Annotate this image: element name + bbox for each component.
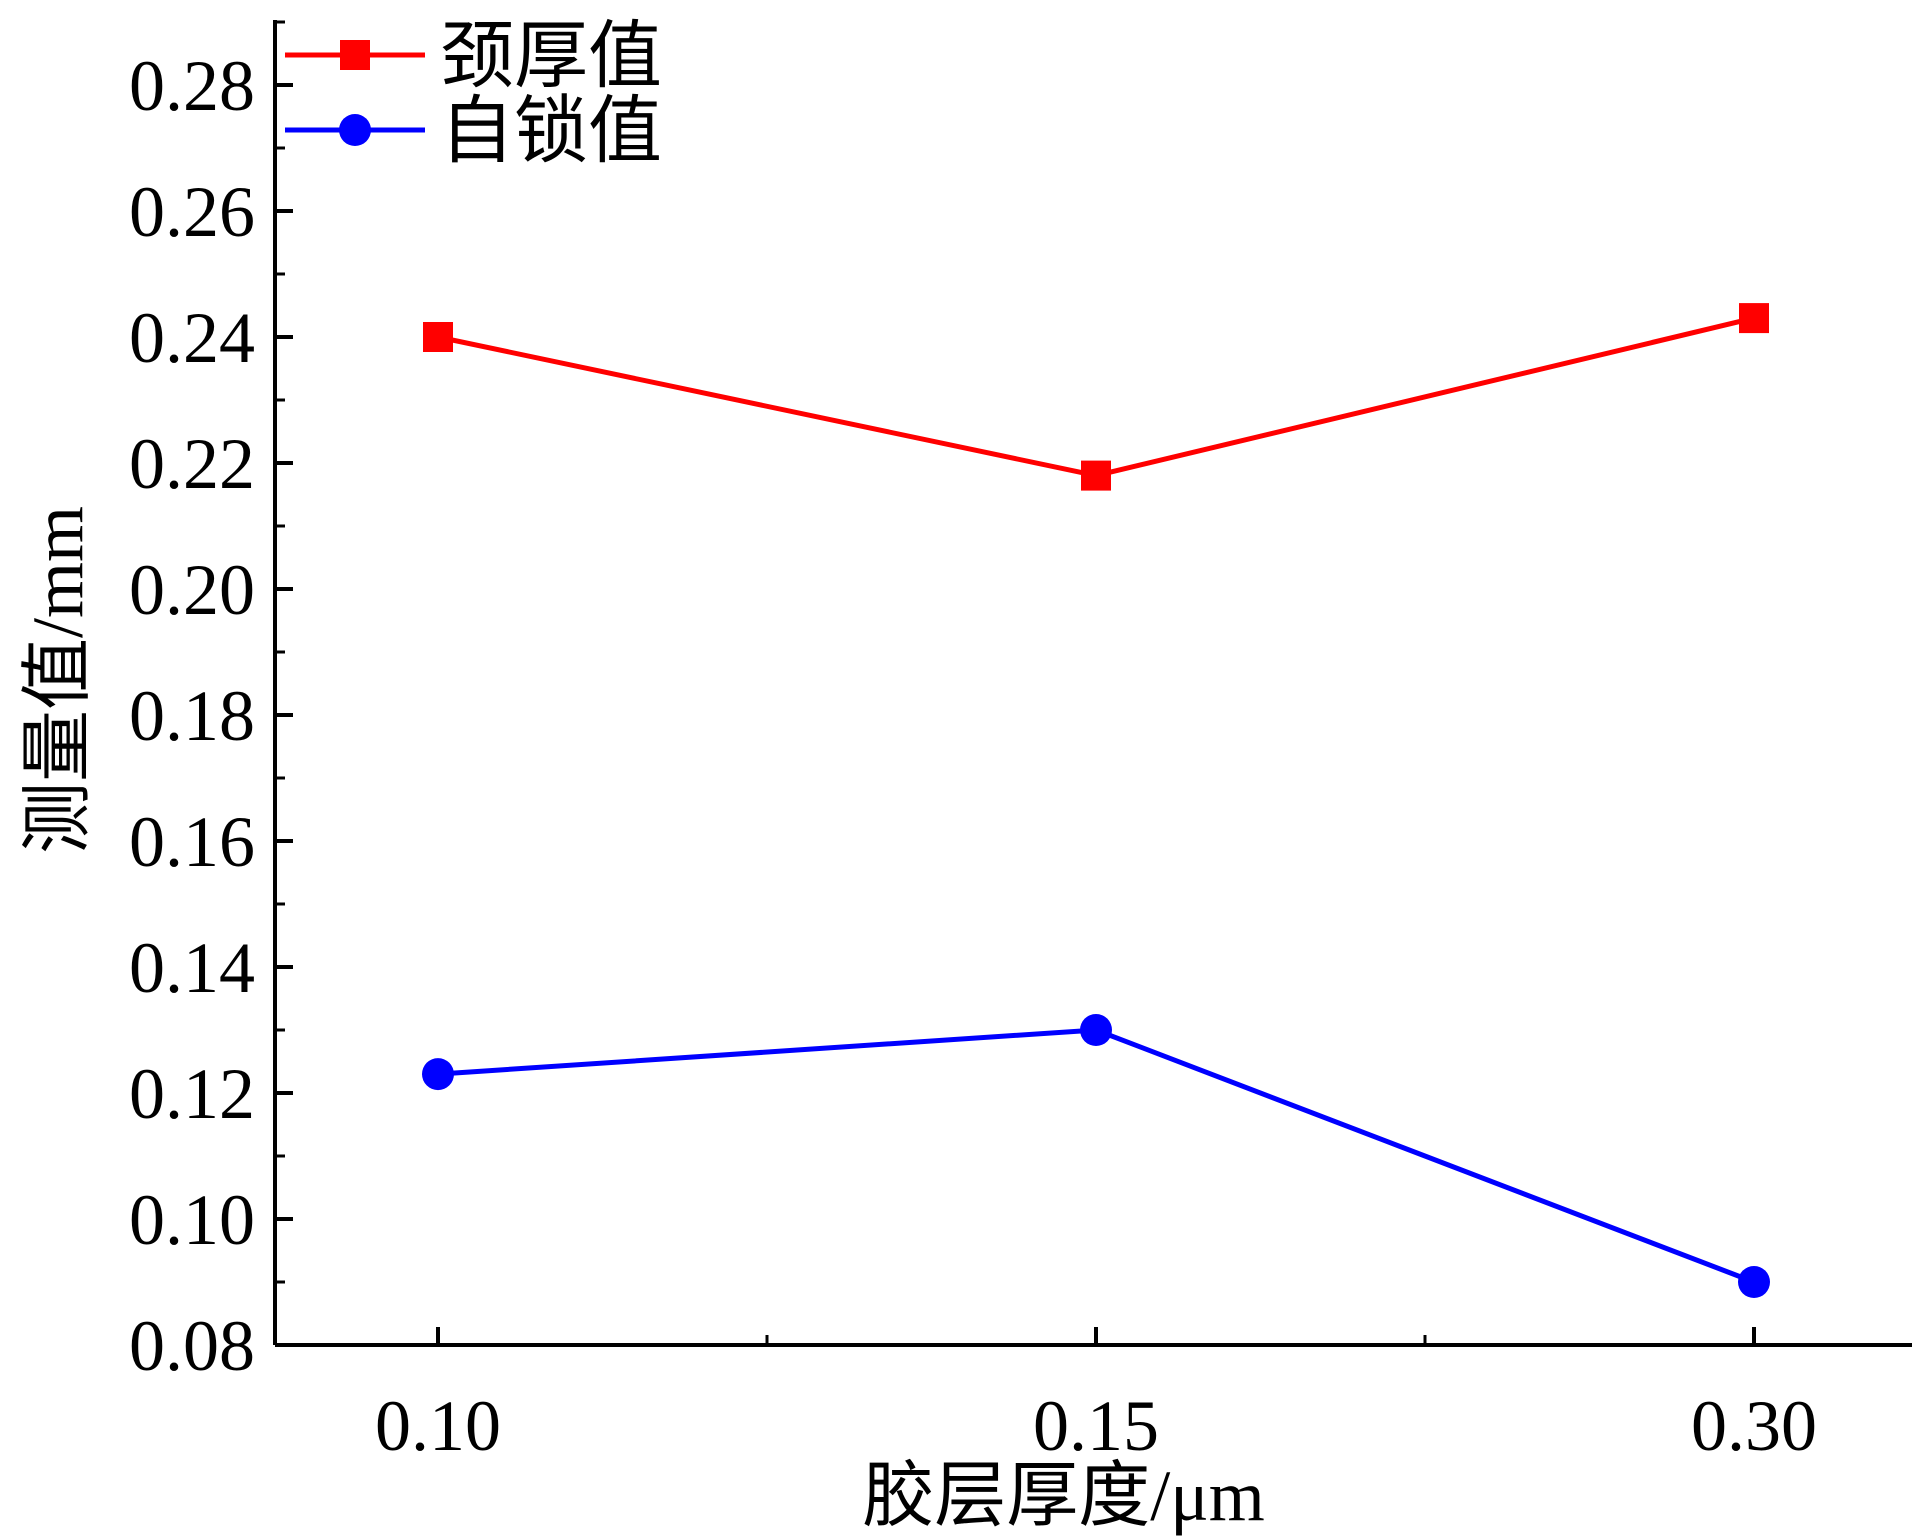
data-point-circle bbox=[1738, 1266, 1770, 1298]
y-tick-label: 0.12 bbox=[129, 1054, 255, 1134]
axes bbox=[273, 20, 1912, 1347]
legend-label: 颈厚值 bbox=[440, 16, 662, 98]
legend-item: 自锁值 bbox=[285, 91, 662, 173]
legend-marker-circle bbox=[339, 114, 371, 146]
series bbox=[422, 303, 1770, 1298]
x-axis-title: 胶层厚度/μm bbox=[862, 1456, 1265, 1536]
series-line bbox=[437, 1027, 1755, 1285]
data-point-square bbox=[1739, 303, 1769, 334]
y-tick-label: 0.28 bbox=[129, 46, 255, 126]
y-tick-label: 0.16 bbox=[129, 802, 255, 882]
series-2 bbox=[422, 1014, 1770, 1298]
x-tick-labels: 0.10 0.15 0.30 bbox=[375, 1386, 1817, 1466]
tick-marks bbox=[275, 20, 1756, 1347]
legend-label: 自锁值 bbox=[440, 91, 662, 173]
data-point-circle bbox=[422, 1058, 454, 1091]
y-tick-label: 0.26 bbox=[129, 172, 255, 252]
y-tick-label: 0.18 bbox=[129, 676, 255, 756]
y-tick-label: 0.20 bbox=[129, 550, 255, 630]
legend-marker-square bbox=[340, 40, 370, 70]
y-tick-label: 0.08 bbox=[129, 1306, 255, 1386]
data-point-circle bbox=[1080, 1014, 1112, 1046]
data-point-square bbox=[423, 322, 453, 352]
series-1 bbox=[423, 303, 1769, 491]
y-axis-title: 测量值/mm bbox=[18, 506, 98, 854]
x-tick-label: 0.15 bbox=[1033, 1386, 1159, 1466]
y-tick-label: 0.24 bbox=[129, 298, 255, 378]
x-tick-label: 0.30 bbox=[1691, 1386, 1817, 1466]
x-tick-label: 0.10 bbox=[375, 1386, 501, 1466]
y-tick-label: 0.14 bbox=[129, 928, 255, 1008]
y-tick-label: 0.10 bbox=[129, 1180, 255, 1260]
data-point-square bbox=[1081, 460, 1111, 491]
y-tick-labels: 0.08 0.10 0.12 0.14 0.16 0.18 0.20 0.22 0.24 0.26… bbox=[129, 46, 255, 1386]
legend-item: 颈厚值 bbox=[285, 16, 662, 98]
series-line bbox=[437, 315, 1755, 479]
y-tick-label: 0.22 bbox=[129, 424, 255, 504]
